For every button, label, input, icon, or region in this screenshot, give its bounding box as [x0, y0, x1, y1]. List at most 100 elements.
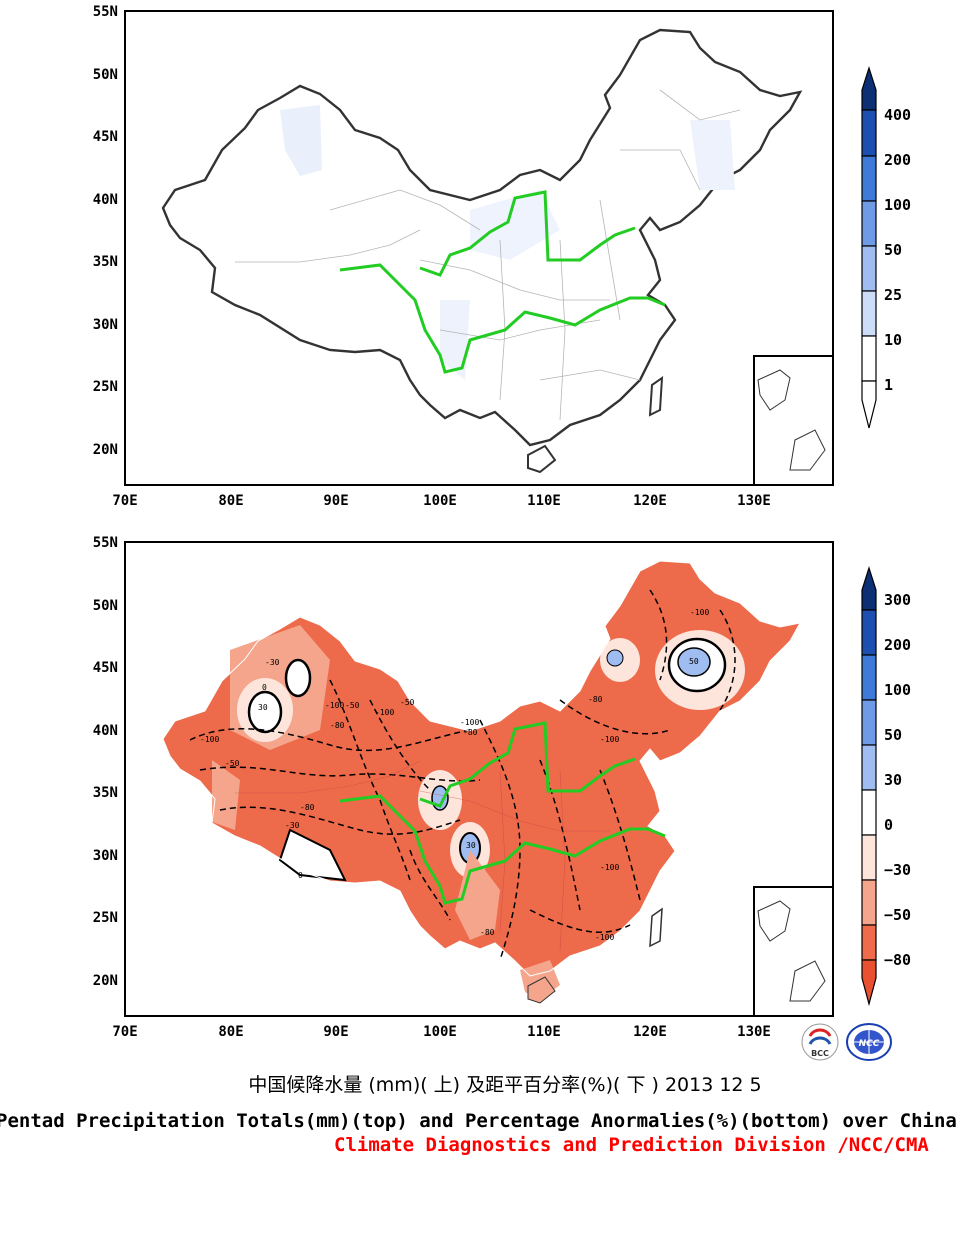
taiwan-outline-bottom: [649, 907, 663, 948]
tick-label: 90E: [323, 1024, 348, 1040]
tick-label: 90E: [323, 493, 348, 509]
tick-label: 120E: [633, 493, 667, 509]
positive-anomaly: [677, 647, 711, 677]
tick-label: 50N: [93, 598, 118, 614]
china-outline-bottom: [162, 560, 801, 977]
tick-label: 20N: [93, 442, 118, 458]
colorbar-label: 50: [884, 241, 902, 259]
contour-label: -30: [265, 658, 280, 667]
contour-label: -80: [463, 728, 478, 737]
contour-label: -100: [595, 933, 614, 942]
tick-label: 120E: [633, 1024, 667, 1040]
tick-label: 25N: [93, 379, 118, 395]
south-china-sea-inset-bottom: [753, 886, 833, 1016]
contour-label: -100: [375, 708, 394, 717]
contour-label: 30: [258, 703, 268, 712]
contour-label: -100: [325, 701, 344, 710]
tick-label: 100E: [423, 493, 457, 509]
colorbar-label: 400: [884, 106, 911, 124]
tick-label: 110E: [527, 1024, 561, 1040]
tick-label: 55N: [93, 535, 118, 551]
tick-label: 40N: [93, 723, 118, 739]
yangtze-river-top: [339, 263, 666, 374]
contour-label: -100: [600, 863, 619, 872]
tick-label: 45N: [93, 660, 118, 676]
tick-label: 130E: [737, 1024, 771, 1040]
contour-label: -100: [690, 608, 709, 617]
dashed-contours: [189, 589, 736, 961]
tick-label: 50N: [93, 67, 118, 83]
contour-label: -50: [225, 759, 240, 768]
tick-label: 100E: [423, 1024, 457, 1040]
contour-label: -80: [300, 803, 315, 812]
anomaly-zone: [455, 850, 500, 940]
contour-label: 50: [689, 657, 699, 666]
contour-label: -30: [285, 821, 300, 830]
contour-label: 30: [466, 841, 476, 850]
colorbar-label: 25: [884, 286, 902, 304]
yellow-river-top: [419, 190, 636, 277]
bcc-logo-text: BCC: [811, 1049, 829, 1058]
south-china-sea-inset-top: [753, 355, 833, 485]
bcc-logo: BCC: [801, 1023, 839, 1061]
tick-label: 30N: [93, 317, 118, 333]
contour-label: -80: [480, 928, 495, 937]
colorbar-bottom-labels: 300 200 100 50 30 0 −30 −50 −80: [884, 591, 911, 969]
rain-patch: [470, 190, 560, 260]
ncc-logo: NCC: [846, 1023, 892, 1061]
contour-label: 0: [298, 871, 303, 880]
zero-contour: [278, 828, 347, 882]
colorbar-label: −30: [884, 861, 911, 879]
colorbar-label: −80: [884, 951, 911, 969]
lat-axis-bottom: 55N 50N 45N 40N 35N 30N 25N 20N: [93, 535, 118, 989]
contour-label: -80: [588, 695, 603, 704]
colorbar-label: 100: [884, 681, 911, 699]
tick-label: 40N: [93, 192, 118, 208]
contour-label: -100: [460, 718, 479, 727]
colorbar-label: 0: [884, 816, 893, 834]
positive-anomaly: [606, 649, 624, 667]
contour-label: -80: [330, 721, 345, 730]
inset-coastline: [757, 369, 826, 471]
lat-axis-top: 55N 50N 45N 40N 35N 30N 25N 20N: [93, 4, 118, 458]
rain-patch: [280, 105, 322, 176]
colorbar-top: [861, 66, 877, 429]
rain-patch: [690, 120, 735, 190]
tick-label: 35N: [93, 785, 118, 801]
colorbar-bottom: [861, 566, 877, 1007]
colorbar-label: 10: [884, 331, 902, 349]
colorbar-label: 1: [884, 376, 893, 394]
colorbar-label: 100: [884, 196, 911, 214]
contour-label: -50: [400, 698, 415, 707]
caption-english: Pentad Precipitation Totals(mm)(top) and…: [0, 1110, 957, 1132]
lon-axis-bottom: 70E 80E 90E 100E 110E 120E 130E: [112, 1024, 771, 1040]
colorbar-label: 200: [884, 636, 911, 654]
tick-label: 70E: [112, 1024, 137, 1040]
precipitation-map-top: 55N 50N 45N 40N 35N 30N 25N 20N 70E 80E …: [93, 4, 911, 509]
contour-label-group: -100 -80 -50 -30 0 30 50 -100 -80 -50 -3…: [200, 608, 709, 942]
tick-label: 20N: [93, 973, 118, 989]
anomaly-zone: [212, 760, 240, 830]
contour-label: -100: [200, 735, 219, 744]
contour-label: -100: [600, 735, 619, 744]
tick-label: 25N: [93, 910, 118, 926]
colorbar-label: −50: [884, 906, 911, 924]
yellow-river-bottom: [419, 721, 636, 808]
tick-label: 30N: [93, 848, 118, 864]
tick-label: 55N: [93, 4, 118, 20]
tick-label: 35N: [93, 254, 118, 270]
lon-axis-top: 70E 80E 90E 100E 110E 120E 130E: [112, 493, 771, 509]
colorbar-top-labels: 400 200 100 50 25 10 1: [884, 106, 911, 394]
taiwan-outline-top: [648, 375, 664, 417]
tick-label: 80E: [218, 493, 243, 509]
caption-chinese: 中国候降水量 (mm)( 上) 及距平百分率(%)( 下 ) 2013 12 5: [248, 1074, 762, 1096]
tick-label: 110E: [527, 493, 561, 509]
ncc-logo-text: NCC: [859, 1039, 880, 1049]
colorbar-label: 200: [884, 151, 911, 169]
caption-division: Climate Diagnostics and Prediction Divis…: [334, 1134, 929, 1156]
inset-coastline: [757, 900, 826, 1002]
colorbar-label: 30: [884, 771, 902, 789]
tick-label: 45N: [93, 129, 118, 145]
zero-contour: [247, 690, 283, 734]
rain-patch: [440, 300, 470, 380]
